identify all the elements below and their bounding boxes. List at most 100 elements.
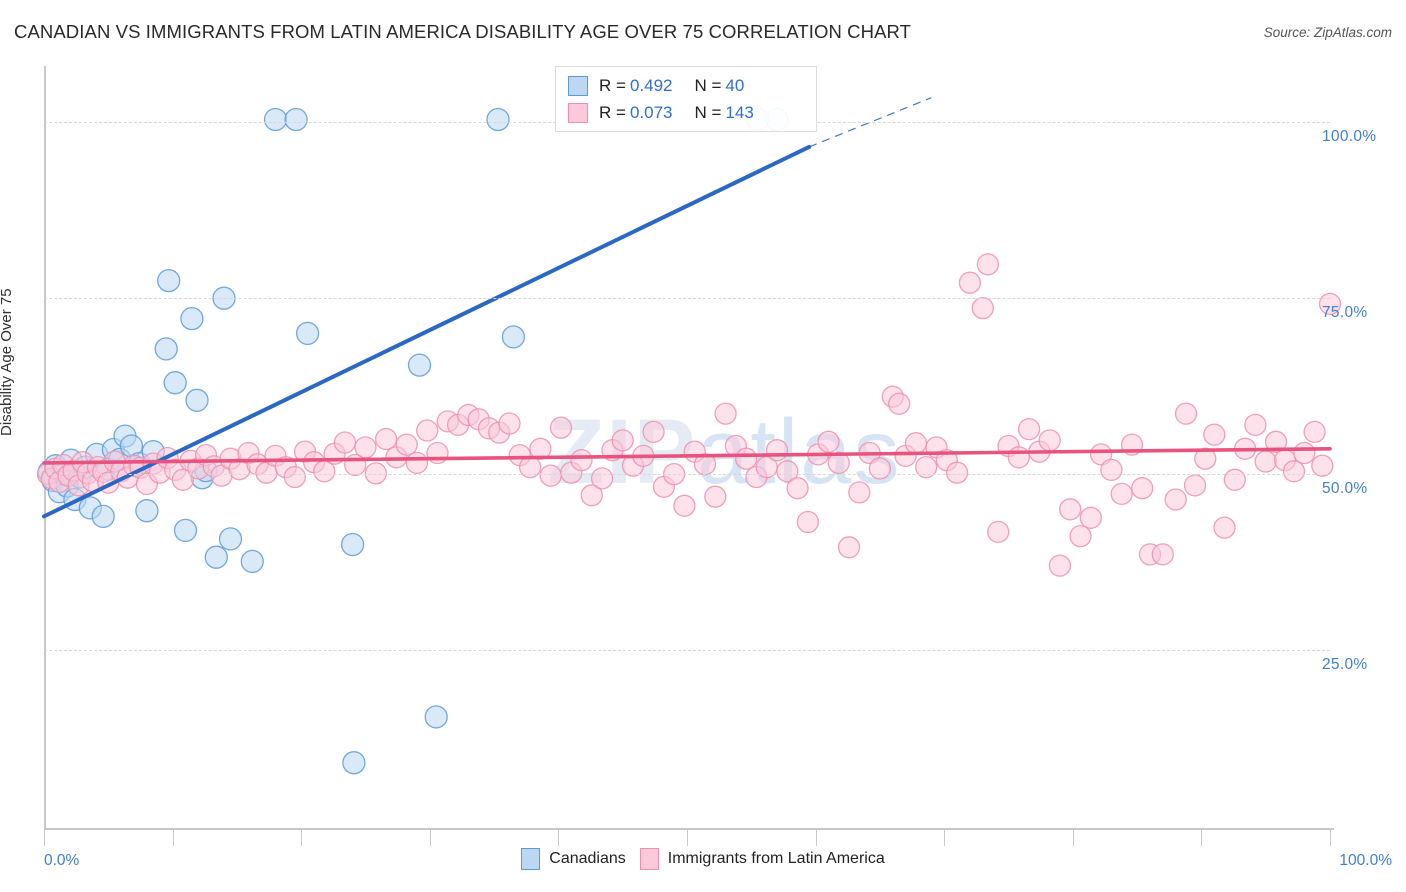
- data-point[interactable]: [904, 432, 928, 455]
- data-point[interactable]: [1293, 441, 1316, 465]
- data-point[interactable]: [163, 371, 187, 395]
- data-point[interactable]: [1131, 477, 1154, 500]
- data-point[interactable]: [1069, 524, 1092, 548]
- data-point[interactable]: [1223, 468, 1246, 491]
- data-point[interactable]: [342, 751, 366, 775]
- y-axis-line: [44, 66, 46, 829]
- data-point[interactable]: [590, 467, 614, 490]
- data-point[interactable]: [354, 436, 377, 459]
- data-point[interactable]: [765, 439, 789, 462]
- data-point[interactable]: [91, 504, 115, 529]
- data-point[interactable]: [295, 321, 320, 346]
- data-point[interactable]: [1183, 474, 1207, 497]
- data-point[interactable]: [704, 485, 727, 508]
- data-point[interactable]: [611, 429, 634, 452]
- x-tick-9: [1201, 828, 1203, 846]
- data-point[interactable]: [498, 412, 521, 435]
- blue-n-value: 40: [725, 76, 745, 95]
- data-point[interactable]: [374, 427, 398, 451]
- data-point[interactable]: [796, 510, 820, 534]
- data-point[interactable]: [185, 388, 209, 412]
- data-point[interactable]: [501, 325, 526, 349]
- data-point[interactable]: [971, 296, 994, 320]
- data-point[interactable]: [642, 420, 665, 444]
- data-point[interactable]: [915, 455, 938, 479]
- data-point[interactable]: [395, 433, 418, 456]
- data-point[interactable]: [364, 462, 387, 485]
- data-point[interactable]: [1164, 488, 1187, 511]
- legend-item-canadians[interactable]: Canadians: [521, 848, 626, 870]
- data-point[interactable]: [1017, 417, 1041, 441]
- data-point[interactable]: [212, 286, 236, 310]
- data-point[interactable]: [157, 268, 181, 293]
- data-point[interactable]: [673, 494, 696, 517]
- data-point[interactable]: [173, 518, 198, 543]
- data-point[interactable]: [1213, 516, 1236, 539]
- data-point[interactable]: [714, 402, 737, 425]
- data-point[interactable]: [1264, 430, 1288, 453]
- data-point[interactable]: [1151, 543, 1174, 566]
- data-point[interactable]: [1089, 443, 1113, 466]
- data-point[interactable]: [1048, 554, 1072, 577]
- data-point[interactable]: [1311, 454, 1334, 477]
- data-point[interactable]: [1100, 458, 1123, 482]
- source-label: Source: ZipAtlas.com: [1263, 25, 1392, 40]
- data-point[interactable]: [486, 107, 510, 132]
- data-point[interactable]: [987, 520, 1010, 544]
- data-point[interactable]: [868, 457, 892, 480]
- data-point[interactable]: [580, 484, 603, 507]
- data-point[interactable]: [1059, 498, 1082, 521]
- gridline-50: [44, 474, 1330, 476]
- data-point[interactable]: [263, 107, 288, 132]
- trendline-immigrants: [42, 447, 1332, 465]
- data-point[interactable]: [549, 416, 573, 439]
- x-tick-4: [558, 828, 560, 846]
- gridline-75: [44, 298, 1330, 300]
- data-point[interactable]: [204, 545, 228, 569]
- data-point[interactable]: [735, 447, 758, 470]
- data-point[interactable]: [958, 271, 982, 294]
- data-point[interactable]: [135, 499, 159, 523]
- data-point[interactable]: [1303, 420, 1326, 444]
- data-point[interactable]: [1203, 423, 1226, 446]
- data-point[interactable]: [529, 437, 552, 460]
- data-point[interactable]: [283, 465, 306, 489]
- data-point[interactable]: [1194, 447, 1217, 470]
- data-point[interactable]: [1254, 450, 1277, 473]
- data-point[interactable]: [1110, 482, 1133, 506]
- data-point[interactable]: [424, 705, 448, 729]
- data-point[interactable]: [333, 431, 357, 454]
- x-tick-7: [944, 828, 946, 846]
- y-tick-label-250: 25.0%: [1322, 656, 1368, 674]
- data-point[interactable]: [848, 481, 871, 504]
- data-point[interactable]: [405, 451, 429, 475]
- data-point[interactable]: [1174, 402, 1198, 425]
- data-point[interactable]: [416, 419, 439, 442]
- pink-n-value: 143: [725, 103, 754, 122]
- data-point[interactable]: [570, 448, 593, 472]
- data-point[interactable]: [340, 532, 365, 557]
- blue-r-label: R =: [599, 76, 626, 95]
- data-point[interactable]: [786, 477, 809, 500]
- data-point[interactable]: [154, 337, 178, 361]
- data-point[interactable]: [240, 549, 264, 574]
- data-point[interactable]: [1244, 413, 1267, 437]
- data-point[interactable]: [284, 107, 308, 132]
- data-point[interactable]: [945, 461, 969, 484]
- data-point[interactable]: [1007, 446, 1030, 469]
- data-point[interactable]: [888, 392, 911, 415]
- data-point[interactable]: [837, 536, 861, 559]
- legend-swatch-canadians: [521, 848, 541, 870]
- data-point[interactable]: [662, 462, 686, 486]
- data-point[interactable]: [218, 527, 243, 551]
- data-point[interactable]: [407, 353, 432, 377]
- data-point[interactable]: [776, 460, 799, 483]
- legend-item-immigrants[interactable]: Immigrants from Latin America: [639, 848, 885, 870]
- data-point[interactable]: [1038, 429, 1061, 452]
- data-point[interactable]: [539, 464, 562, 487]
- data-point[interactable]: [1079, 506, 1102, 529]
- data-point[interactable]: [1282, 460, 1306, 483]
- data-point[interactable]: [976, 253, 1000, 276]
- data-point[interactable]: [817, 430, 840, 453]
- data-point[interactable]: [180, 306, 204, 331]
